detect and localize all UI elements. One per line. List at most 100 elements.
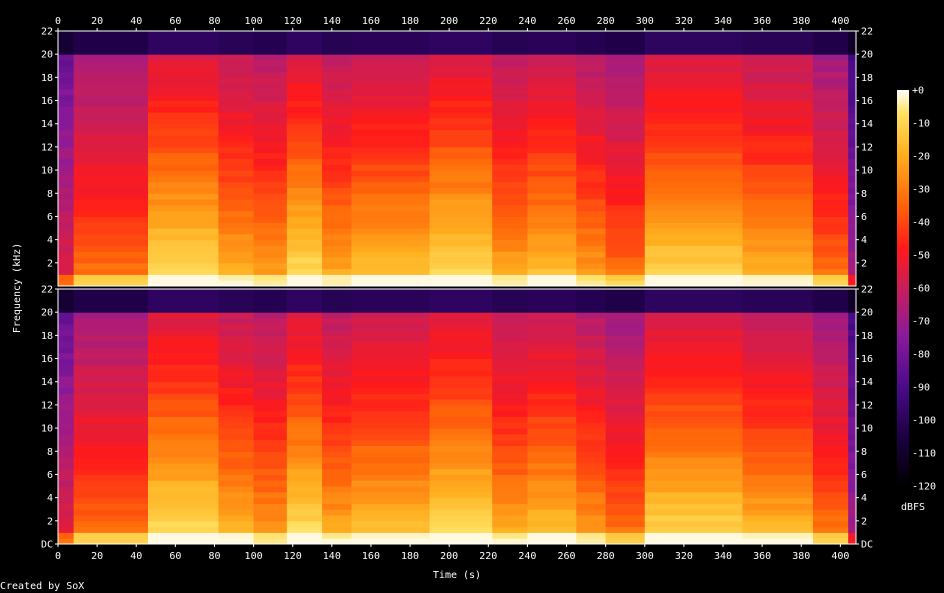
- spectrum-cell: [351, 268, 431, 275]
- spectrum-cell: [218, 468, 255, 475]
- spectrum-cell: [73, 175, 149, 183]
- spectrum-cell: [429, 509, 493, 516]
- spectrum-cell: [644, 239, 744, 246]
- spectrum-cell: [322, 404, 352, 412]
- spectrum-cell: [812, 233, 849, 241]
- spectrum-cell: [605, 71, 646, 78]
- segment-190-222: [429, 31, 493, 287]
- spectrum-cell: [351, 170, 431, 177]
- spectrum-cell: [73, 393, 149, 400]
- spectrum-cell: [58, 54, 75, 61]
- spectrum-cell: [58, 375, 75, 383]
- spectrum-cell: [848, 268, 857, 275]
- spectrum-cell: [605, 480, 646, 487]
- spectrum-cell: [351, 146, 431, 154]
- spectrum-cell: [73, 77, 149, 84]
- spectrum-cell: [73, 399, 149, 406]
- spectrum-cell: [218, 59, 255, 67]
- spectrum-cell: [492, 31, 528, 38]
- spectrum-cell: [576, 468, 607, 475]
- spectrum-cell: [322, 257, 352, 264]
- spectrum-cell: [848, 222, 857, 229]
- spectrum-cell: [218, 462, 255, 470]
- spectrum-cell: [147, 410, 219, 417]
- spectrum-cell: [351, 129, 431, 136]
- spectrum-cell: [527, 294, 577, 302]
- spectrum-cell: [73, 36, 149, 44]
- spectrum-cell: [742, 31, 814, 38]
- spectrum-cell: [605, 364, 646, 371]
- spectrum-cell: [429, 439, 493, 446]
- spectrum-cell: [429, 123, 493, 131]
- spectrum-cell: [429, 100, 493, 107]
- spectrum-cell: [58, 77, 75, 84]
- spectrum-cell: [218, 106, 255, 113]
- y-tick-label-right: 6: [861, 212, 867, 223]
- spectrum-cell: [812, 352, 849, 360]
- spectrum-cell: [351, 520, 431, 528]
- spectrum-cell: [527, 289, 577, 296]
- spectrum-cell: [253, 497, 288, 504]
- spectrum-cell: [429, 233, 493, 241]
- spectrum-cell: [218, 257, 255, 264]
- spectrum-cell: [147, 216, 219, 223]
- spectrum-cell: [58, 262, 75, 270]
- spectrum-cell: [742, 381, 814, 389]
- spectrum-cell: [286, 54, 323, 61]
- spectrum-cell: [576, 312, 607, 319]
- spectrum-cell: [812, 199, 849, 206]
- spectrum-cell: [742, 268, 814, 275]
- spectrum-cell: [527, 228, 577, 235]
- spectrum-cell: [492, 526, 528, 533]
- spectrum-cell: [286, 346, 323, 354]
- spectrum-cell: [492, 251, 528, 258]
- spectrum-cell: [286, 239, 323, 246]
- spectrum-cell: [527, 468, 577, 475]
- x-tick-label-bottom: 280: [597, 551, 615, 562]
- spectrum-cell: [286, 181, 323, 188]
- spectrum-cell: [644, 135, 744, 142]
- y-tick-label-right: 18: [861, 331, 873, 342]
- spectrum-cell: [286, 433, 323, 441]
- spectrum-cell: [644, 509, 744, 516]
- spectrum-cell: [492, 146, 528, 154]
- spectrum-cell: [429, 515, 493, 522]
- spectrum-cell: [644, 451, 744, 458]
- spectrum-cell: [812, 245, 849, 252]
- y-tick-label-right: 2: [861, 516, 867, 527]
- spectrum-cell: [73, 164, 149, 171]
- spectrum-cell: [351, 306, 431, 313]
- y-tick-label-left: 2: [47, 516, 53, 527]
- spectrum-cell: [73, 433, 149, 441]
- spectrum-cell: [742, 71, 814, 78]
- spectrum-cell: [812, 268, 849, 275]
- spectrum-cell: [742, 422, 814, 429]
- spectrum-cell: [812, 410, 849, 417]
- spectrum-cell: [351, 532, 431, 539]
- spectrum-cell: [58, 146, 75, 154]
- spectrum-cell: [605, 317, 646, 325]
- spectrum-cell: [527, 112, 577, 119]
- spectrum-cell: [73, 300, 149, 307]
- spectrum-cell: [492, 59, 528, 67]
- spectrum-cell: [576, 410, 607, 417]
- spectrum-cell: [286, 462, 323, 470]
- spectrum-cell: [429, 393, 493, 400]
- spectrum-cell: [73, 71, 149, 78]
- spectrum-cell: [58, 526, 75, 533]
- spectrum-cell: [492, 94, 528, 102]
- spectrum-cell: [351, 83, 431, 90]
- spectrum-cell: [742, 146, 814, 154]
- spectrum-cell: [812, 520, 849, 528]
- spectrum-cell: [253, 274, 288, 281]
- spectrum-cell: [742, 445, 814, 452]
- colorbar-tick-label: +0: [912, 86, 924, 97]
- spectrum-cell: [527, 445, 577, 452]
- spectrum-cell: [527, 193, 577, 200]
- spectrum-cell: [492, 404, 528, 412]
- spectrum-cell: [73, 375, 149, 383]
- spectrum-cell: [73, 509, 149, 516]
- spectrum-cell: [527, 503, 577, 510]
- spectrum-cell: [58, 129, 75, 136]
- spectrum-cell: [848, 106, 857, 113]
